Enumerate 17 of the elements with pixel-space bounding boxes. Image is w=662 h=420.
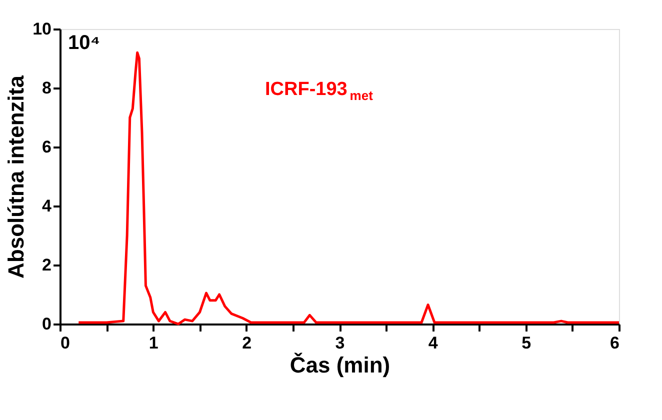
y-tick-label: 6 xyxy=(42,138,52,156)
x-tick-label: 6 xyxy=(610,334,620,352)
x-tick-label: 3 xyxy=(335,334,345,352)
x-tick-label: 4 xyxy=(428,334,438,352)
x-axis-title: Čas (min) xyxy=(290,352,390,378)
y-tick-label: 2 xyxy=(42,256,52,274)
y-tick-label: 0 xyxy=(42,314,52,334)
x-tick-label: 5 xyxy=(522,334,532,352)
x-tick-label: 2 xyxy=(242,334,252,352)
y-axis-title: Absolútna intenzita xyxy=(4,74,29,278)
y-tick-label: 4 xyxy=(42,196,52,216)
y-tick-label: 8 xyxy=(42,78,52,98)
x-tick-label: 1 xyxy=(148,334,158,352)
y-tick-label: 10 xyxy=(32,20,52,38)
line-series xyxy=(77,51,620,326)
x-tick-label: 0 xyxy=(60,334,70,352)
annotation: 10⁴ xyxy=(68,32,100,54)
